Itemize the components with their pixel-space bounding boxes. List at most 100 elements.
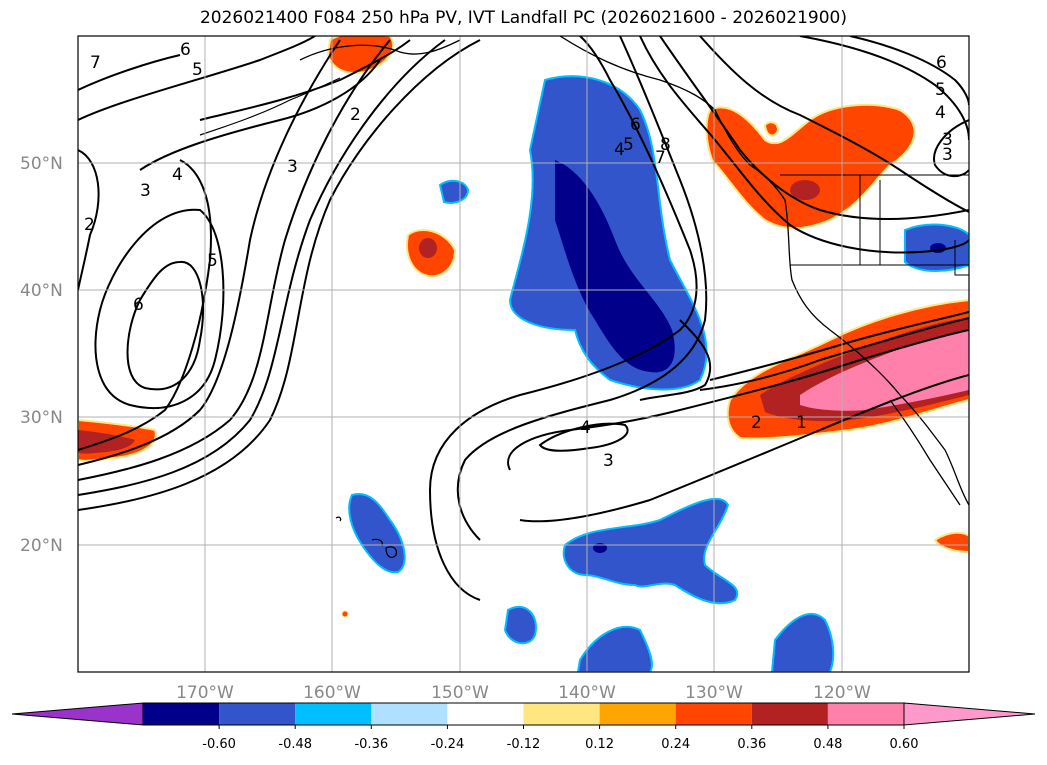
contour-label: 3 [942, 130, 953, 150]
pv-contour-nw-3 [139, 59, 381, 171]
colorbar: -0.60 -0.48 -0.36 -0.24 -0.12 0.12 0.24 0.36 0.4… [11, 702, 1036, 752]
pc-strong-negative-region [555, 160, 675, 373]
pc-negative-region-bottom-right [770, 613, 835, 672]
longitude-labels: 170°W 160°W 150°W 140°W 130°W 120°W [176, 683, 871, 703]
pv-contour-west-1 [78, 36, 316, 121]
pv-contour-east-5 [849, 36, 969, 106]
contour-label: 6 [936, 53, 947, 73]
pc-positive-region-small-pnw [763, 121, 780, 137]
lat-label: 20°N [20, 536, 63, 556]
colorbar-segment [447, 703, 524, 725]
colorbar-tick-label: 0.60 [890, 737, 919, 752]
pv-contour-ridge-4 [78, 39, 341, 466]
contour-label: 4 [172, 165, 183, 185]
pv-contour-trough-3 [519, 374, 969, 523]
colorbar-segment [371, 703, 448, 725]
contour-label: 3 [942, 145, 953, 165]
pv-contour-closed-low [126, 260, 205, 391]
map-gridlines [78, 36, 969, 672]
contour-label: 6 [133, 295, 144, 315]
pc-negative-region-south [562, 497, 739, 605]
contour-label: 5 [192, 60, 203, 80]
contour-label: 4 [935, 103, 946, 123]
colorbar-extend-low [11, 702, 144, 726]
contour-label: 1 [796, 413, 807, 433]
colorbar-tick-label: 0.36 [737, 737, 766, 752]
pv-contour-east-closed [933, 119, 969, 178]
contour-label: 6 [180, 40, 191, 60]
pv-contour-closed-4 [538, 422, 629, 452]
lat-label: 50°N [20, 154, 63, 174]
map-border [77, 35, 970, 673]
pc-strong-positive-west-pacific [78, 430, 135, 454]
contour-label: 5 [207, 251, 218, 271]
colorbar-tick-label: -0.48 [278, 737, 312, 752]
pv-contour-southwest [639, 319, 712, 401]
colorbar-segment [827, 703, 904, 725]
colorbar-segment [143, 703, 220, 725]
lat-label: 30°N [20, 408, 63, 428]
pv-contour-east-2 [659, 36, 969, 220]
pc-strong-positive-40n [419, 238, 437, 258]
pv-contour-nw-2 [199, 39, 411, 121]
north-america-coastline [559, 36, 969, 506]
colorbar-extend-high [903, 702, 1036, 726]
contour-label: 4 [614, 140, 625, 160]
pc-positive-region-mexico [933, 531, 969, 554]
colorbar-segment [523, 703, 600, 725]
colorbar-tick-label: 0.24 [661, 737, 690, 752]
colorbar-segment [295, 703, 372, 725]
contour-label: 3 [287, 157, 298, 177]
lon-label: 160°W [303, 683, 361, 703]
contour-label: 2 [350, 105, 361, 125]
lat-label: 40°N [20, 281, 63, 301]
pc-negative-region-bottom-left [503, 605, 537, 645]
pv-contour-east-1 [639, 36, 969, 254]
pv-contour-trough-1 [428, 36, 698, 601]
colorbar-tick-label: -0.24 [431, 737, 465, 752]
pc-positive-region-pnw [705, 103, 916, 230]
us-border [780, 174, 969, 276]
pv-contour-trough-2 [456, 36, 708, 541]
alaska-coastline [299, 39, 461, 61]
contour-label: 3 [603, 451, 614, 471]
contour-label: 2 [84, 215, 95, 235]
colorbar-tick-label: -0.60 [202, 737, 236, 752]
colorbar-segment [219, 703, 296, 725]
lon-label: 130°W [685, 683, 743, 703]
contour-label: 5 [935, 80, 946, 100]
pv-contour-ridge-2 [78, 39, 446, 496]
contour-label: 4 [580, 418, 591, 438]
colorbar-tick-label: 0.48 [813, 737, 842, 752]
pc-positive-dot [341, 610, 349, 618]
contour-label: 6 [630, 115, 641, 135]
map-title: 2026021400 F084 250 hPa PV, IVT Landfall… [199, 8, 847, 28]
pc-strong-positive-pnw [790, 180, 820, 200]
pv-contour-closed-low-outer [94, 208, 225, 409]
pv-contour-ridge-1 [78, 39, 481, 511]
lon-label: 120°W [813, 683, 871, 703]
contour-label: 5 [623, 135, 634, 155]
colorbar-segment [599, 703, 676, 725]
colorbar-segment [751, 703, 828, 725]
pv-contour-east-3 [699, 36, 969, 213]
pc-negative-region-bottom-center [576, 625, 653, 672]
lon-label: 150°W [431, 683, 489, 703]
colorbar-tick-label: 0.12 [585, 737, 614, 752]
pv-contours [78, 36, 969, 601]
contour-label: 3 [140, 181, 151, 201]
lon-label: 140°W [558, 683, 616, 703]
contour-labels: 7 6 5 2 3 4 3 2 6 5 3 4 3 6 5 4 7 8 2 1 … [84, 40, 953, 471]
colorbar-tick-label: -0.36 [354, 737, 388, 752]
lon-label: 170°W [176, 683, 234, 703]
pc-negative-region-small-150w [438, 179, 470, 204]
pv-contour-west-2 [78, 54, 181, 91]
contour-label: 2 [751, 413, 762, 433]
pv-contour-trough-5 [699, 317, 969, 391]
pc-negative-region-hawaii [348, 493, 406, 574]
pv-contour-trough-6 [709, 311, 969, 381]
colorbar-tick-label: -0.12 [507, 737, 541, 752]
colorbar-segment [675, 703, 752, 725]
contour-label: 7 [90, 53, 101, 73]
pv-contour-trough-4 [507, 329, 969, 471]
